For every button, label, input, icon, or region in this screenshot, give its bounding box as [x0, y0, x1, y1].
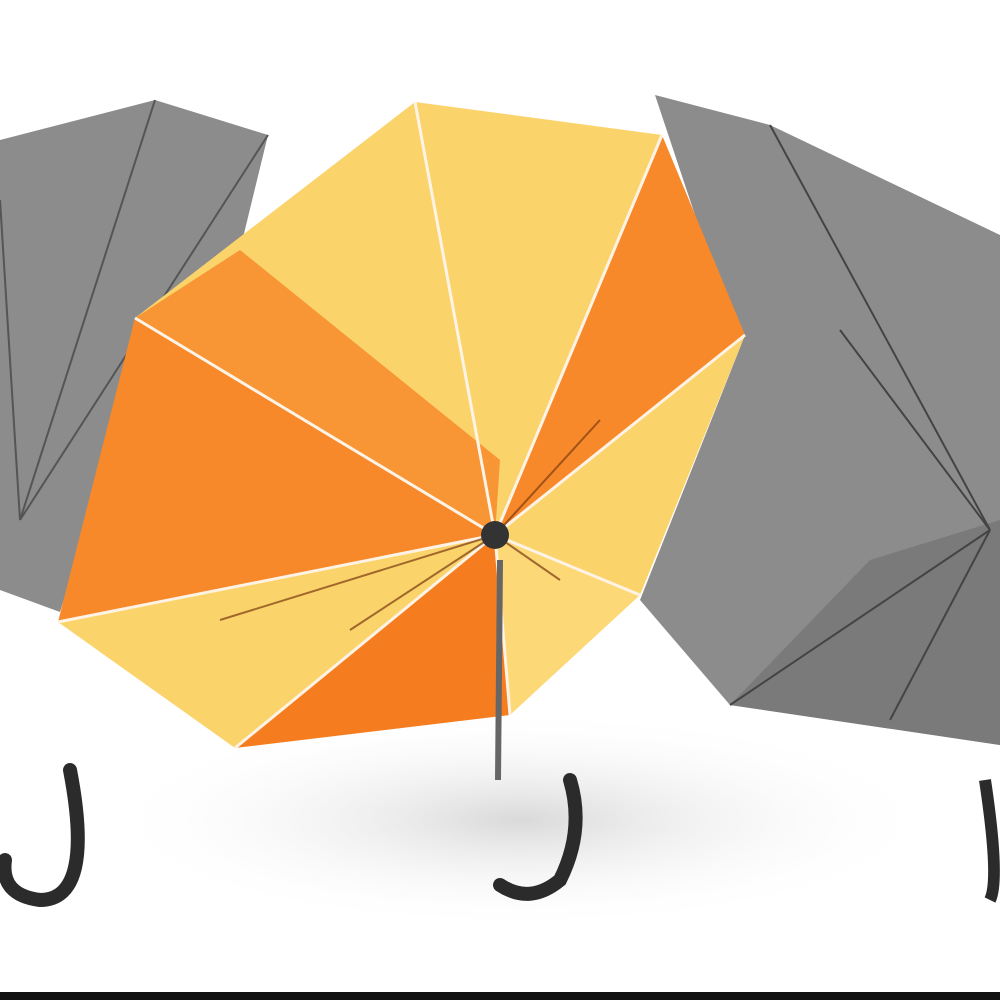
left-handle [0, 763, 85, 908]
floor-shadow [100, 710, 940, 930]
right-canopy-shade [730, 520, 1000, 745]
canopy-panel [495, 335, 745, 595]
left-canopy [0, 100, 268, 612]
center-ribs [219, 419, 601, 631]
canopy-panel [58, 535, 495, 748]
umbrella-shaft [495, 559, 503, 781]
center-handle [493, 773, 583, 901]
center-orange-umbrella [57, 101, 746, 901]
bottom-bar [0, 992, 1000, 1000]
canopy-panel-fold [135, 250, 500, 535]
umbrella-hub [481, 521, 509, 549]
right-ribs [729, 124, 991, 721]
canopy-panel [495, 135, 745, 535]
right-handle [979, 779, 1000, 903]
canopy-panel [58, 318, 495, 622]
panel-seams [57, 101, 746, 750]
left-gray-umbrella [0, 99, 269, 908]
right-gray-umbrella [640, 95, 1000, 903]
canopy-panel [415, 102, 662, 535]
canopy-panel [235, 535, 510, 748]
